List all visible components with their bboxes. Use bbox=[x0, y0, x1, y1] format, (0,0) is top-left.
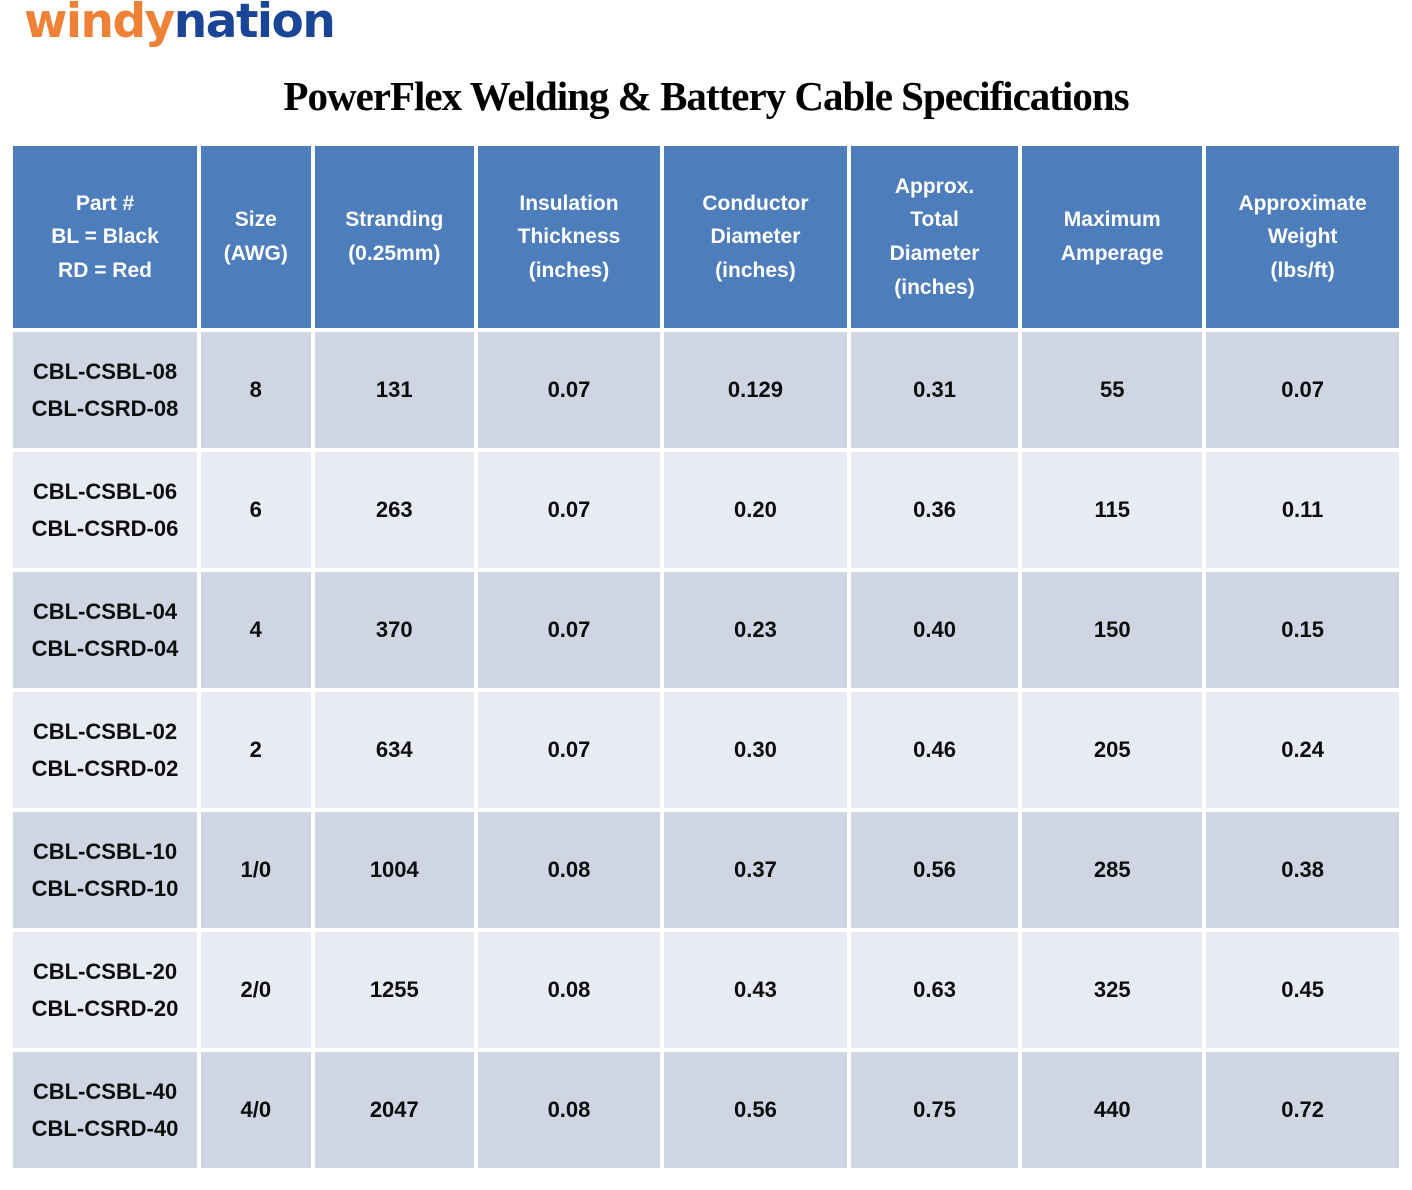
cell-part-number: CBL-CSBL-40 CBL-CSRD-40 bbox=[13, 1052, 197, 1168]
column-header-maximum-amperage: Maximum Amperage bbox=[1022, 146, 1203, 328]
cell-stranding: 1004 bbox=[314, 812, 474, 928]
cell-size: 2 bbox=[201, 692, 311, 808]
cell-weight: 0.24 bbox=[1206, 692, 1399, 808]
table-row: CBL-CSBL-02 CBL-CSRD-02 2 634 0.07 0.30 … bbox=[13, 692, 1399, 808]
table-body: CBL-CSBL-08 CBL-CSRD-08 8 131 0.07 0.129… bbox=[13, 332, 1399, 1168]
cell-amperage: 115 bbox=[1022, 452, 1203, 568]
cell-size: 1/0 bbox=[201, 812, 311, 928]
cell-amperage: 205 bbox=[1022, 692, 1203, 808]
cell-amperage: 325 bbox=[1022, 932, 1203, 1048]
cell-total-diameter: 0.75 bbox=[850, 1052, 1019, 1168]
column-header-part-number: Part # BL = Black RD = Red bbox=[13, 146, 197, 328]
cell-amperage: 150 bbox=[1022, 572, 1203, 688]
cell-weight: 0.38 bbox=[1206, 812, 1399, 928]
table-row: CBL-CSBL-06 CBL-CSRD-06 6 263 0.07 0.20 … bbox=[13, 452, 1399, 568]
table-header: Part # BL = Black RD = Red Size (AWG) St… bbox=[13, 146, 1399, 328]
cell-size: 6 bbox=[201, 452, 311, 568]
cell-amperage: 440 bbox=[1022, 1052, 1203, 1168]
cell-size: 4/0 bbox=[201, 1052, 311, 1168]
cell-insulation: 0.07 bbox=[478, 332, 660, 448]
windynation-logo: windynation bbox=[24, 0, 336, 49]
column-header-insulation-thickness: Insulation Thickness (inches) bbox=[478, 146, 660, 328]
cell-part-number: CBL-CSBL-10 CBL-CSRD-10 bbox=[13, 812, 197, 928]
cell-part-number: CBL-CSBL-04 CBL-CSRD-04 bbox=[13, 572, 197, 688]
cell-stranding: 131 bbox=[314, 332, 474, 448]
cell-stranding: 634 bbox=[314, 692, 474, 808]
cell-stranding: 263 bbox=[314, 452, 474, 568]
cell-total-diameter: 0.40 bbox=[850, 572, 1019, 688]
column-header-total-diameter: Approx. Total Diameter (inches) bbox=[850, 146, 1019, 328]
cell-stranding: 2047 bbox=[314, 1052, 474, 1168]
cell-size: 2/0 bbox=[201, 932, 311, 1048]
cell-weight: 0.11 bbox=[1206, 452, 1399, 568]
cell-conductor-diameter: 0.20 bbox=[663, 452, 847, 568]
cell-insulation: 0.08 bbox=[478, 932, 660, 1048]
cell-stranding: 1255 bbox=[314, 932, 474, 1048]
cell-part-number: CBL-CSBL-20 CBL-CSRD-20 bbox=[13, 932, 197, 1048]
column-header-approximate-weight: Approximate Weight (lbs/ft) bbox=[1206, 146, 1399, 328]
cell-weight: 0.07 bbox=[1206, 332, 1399, 448]
table-row: CBL-CSBL-20 CBL-CSRD-20 2/0 1255 0.08 0.… bbox=[13, 932, 1399, 1048]
cell-insulation: 0.07 bbox=[478, 452, 660, 568]
cell-conductor-diameter: 0.30 bbox=[663, 692, 847, 808]
cell-total-diameter: 0.31 bbox=[850, 332, 1019, 448]
cell-total-diameter: 0.36 bbox=[850, 452, 1019, 568]
cell-part-number: CBL-CSBL-02 CBL-CSRD-02 bbox=[13, 692, 197, 808]
cell-conductor-diameter: 0.56 bbox=[663, 1052, 847, 1168]
table-row: CBL-CSBL-08 CBL-CSRD-08 8 131 0.07 0.129… bbox=[13, 332, 1399, 448]
cell-part-number: CBL-CSBL-06 CBL-CSRD-06 bbox=[13, 452, 197, 568]
cell-insulation: 0.08 bbox=[478, 1052, 660, 1168]
cell-stranding: 370 bbox=[314, 572, 474, 688]
logo-text-windy: windy bbox=[24, 0, 175, 49]
column-header-stranding: Stranding (0.25mm) bbox=[314, 146, 474, 328]
column-header-conductor-diameter: Conductor Diameter (inches) bbox=[663, 146, 847, 328]
cell-weight: 0.72 bbox=[1206, 1052, 1399, 1168]
cell-size: 8 bbox=[201, 332, 311, 448]
cell-weight: 0.45 bbox=[1206, 932, 1399, 1048]
page-title: PowerFlex Welding & Battery Cable Specif… bbox=[283, 73, 1129, 119]
cell-conductor-diameter: 0.43 bbox=[663, 932, 847, 1048]
cell-total-diameter: 0.46 bbox=[850, 692, 1019, 808]
cell-insulation: 0.08 bbox=[478, 812, 660, 928]
cell-conductor-diameter: 0.23 bbox=[663, 572, 847, 688]
cell-amperage: 285 bbox=[1022, 812, 1203, 928]
cell-insulation: 0.07 bbox=[478, 572, 660, 688]
cell-total-diameter: 0.63 bbox=[850, 932, 1019, 1048]
cell-weight: 0.15 bbox=[1206, 572, 1399, 688]
table-row: CBL-CSBL-04 CBL-CSRD-04 4 370 0.07 0.23 … bbox=[13, 572, 1399, 688]
cell-conductor-diameter: 0.129 bbox=[663, 332, 847, 448]
cell-total-diameter: 0.56 bbox=[850, 812, 1019, 928]
cable-specifications-table: Part # BL = Black RD = Red Size (AWG) St… bbox=[9, 142, 1403, 1172]
column-header-size-awg: Size (AWG) bbox=[201, 146, 311, 328]
cell-size: 4 bbox=[201, 572, 311, 688]
header-row: Part # BL = Black RD = Red Size (AWG) St… bbox=[13, 146, 1399, 328]
cell-part-number: CBL-CSBL-08 CBL-CSRD-08 bbox=[13, 332, 197, 448]
table-row: CBL-CSBL-10 CBL-CSRD-10 1/0 1004 0.08 0.… bbox=[13, 812, 1399, 928]
logo-text-nation: nation bbox=[173, 0, 336, 49]
cell-conductor-diameter: 0.37 bbox=[663, 812, 847, 928]
table-row: CBL-CSBL-40 CBL-CSRD-40 4/0 2047 0.08 0.… bbox=[13, 1052, 1399, 1168]
cell-insulation: 0.07 bbox=[478, 692, 660, 808]
cell-amperage: 55 bbox=[1022, 332, 1203, 448]
